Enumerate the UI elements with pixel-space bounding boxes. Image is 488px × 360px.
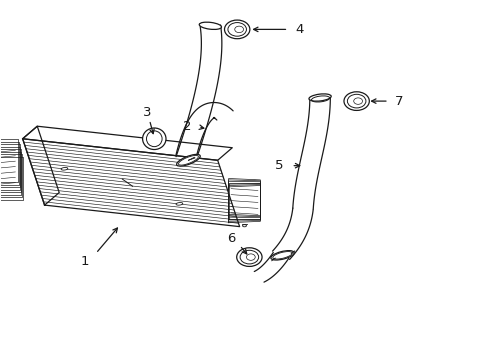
Ellipse shape (343, 92, 368, 111)
Ellipse shape (199, 22, 221, 30)
Text: 6: 6 (226, 232, 235, 245)
Polygon shape (254, 252, 288, 282)
Text: 3: 3 (142, 106, 151, 119)
Text: 5: 5 (275, 159, 283, 172)
Polygon shape (22, 126, 232, 160)
Polygon shape (272, 208, 313, 260)
Text: 2: 2 (183, 120, 191, 133)
Text: 1: 1 (81, 255, 89, 268)
Ellipse shape (176, 203, 183, 205)
Polygon shape (176, 25, 222, 160)
Ellipse shape (308, 94, 330, 101)
Ellipse shape (236, 248, 262, 266)
Polygon shape (22, 139, 239, 226)
Ellipse shape (224, 20, 249, 39)
Polygon shape (22, 126, 59, 205)
Polygon shape (292, 98, 330, 209)
Text: 4: 4 (294, 23, 303, 36)
Ellipse shape (142, 128, 165, 149)
Text: 7: 7 (394, 95, 403, 108)
Polygon shape (176, 103, 233, 158)
Ellipse shape (270, 251, 294, 260)
Ellipse shape (176, 154, 200, 166)
Ellipse shape (61, 167, 68, 170)
